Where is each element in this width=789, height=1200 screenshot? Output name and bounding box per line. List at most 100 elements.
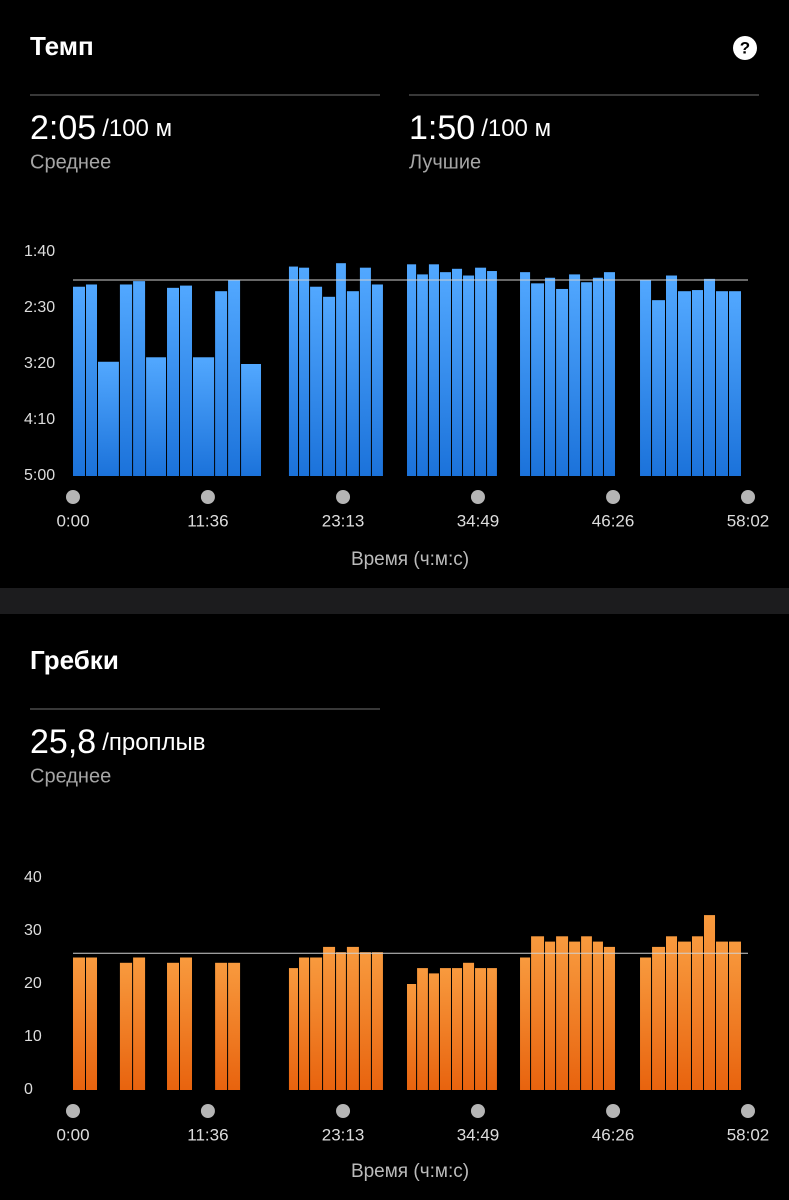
stat-unit: /проплыв: [102, 729, 205, 756]
x-tick-label: 58:02: [727, 1125, 770, 1144]
bar: [487, 968, 497, 1090]
bar: [371, 952, 383, 1090]
bar: [556, 936, 569, 1090]
bar: [323, 296, 336, 476]
y-tick-label: 0: [24, 1081, 33, 1098]
x-axis-title: Время (ч:м:с): [351, 1161, 469, 1182]
x-tick-label: 58:02: [727, 511, 770, 530]
bar: [729, 941, 741, 1090]
x-tick-label: 23:13: [322, 1125, 365, 1144]
bar: [85, 284, 98, 476]
bar: [716, 291, 729, 476]
bar: [703, 278, 716, 476]
bar: [665, 275, 678, 476]
x-tick-dot: [336, 1104, 351, 1118]
bar: [652, 946, 665, 1090]
bar: [428, 973, 439, 1090]
bar: [475, 968, 487, 1090]
bar: [603, 946, 615, 1090]
bar: [336, 952, 346, 1090]
bar: [428, 264, 439, 476]
x-tick-dot: [741, 490, 755, 504]
bar: [299, 957, 310, 1090]
bar: [640, 957, 652, 1090]
x-tick-dot: [470, 490, 485, 504]
x-tick-label: 11:36: [187, 1125, 228, 1144]
x-tick-label: 46:26: [592, 1125, 635, 1144]
stat-label: Среднее: [30, 151, 111, 173]
bar: [407, 984, 417, 1090]
bar: [691, 290, 703, 476]
bar: [592, 277, 603, 476]
bar: [665, 936, 678, 1090]
x-axis-title: Время (ч:м:с): [351, 549, 469, 570]
bar: [192, 357, 215, 476]
help-icon-glyph: ?: [740, 38, 750, 57]
y-tick-label: 5:00: [24, 467, 55, 484]
bar: [359, 267, 371, 476]
bar: [359, 952, 371, 1090]
bar: [288, 266, 299, 476]
x-tick-dot: [741, 1104, 755, 1118]
bar: [652, 300, 665, 476]
bar: [475, 267, 487, 476]
bar: [228, 280, 241, 476]
bar: [133, 957, 146, 1090]
x-tick-label: 34:49: [457, 1125, 500, 1144]
x-tick-dot: [200, 490, 215, 504]
bar: [581, 936, 592, 1090]
stat-value: 1:50/100 м: [409, 109, 551, 147]
bar: [215, 962, 228, 1090]
bar: [603, 272, 615, 476]
bar: [85, 957, 98, 1090]
bar: [729, 291, 741, 476]
bar: [167, 962, 180, 1090]
bar: [581, 282, 592, 476]
bar: [531, 936, 545, 1090]
x-tick-dot: [66, 490, 80, 504]
bar: [346, 946, 359, 1090]
x-tick-dot: [470, 1104, 485, 1118]
bar: [215, 291, 228, 476]
x-tick-dot: [200, 1104, 215, 1118]
bar: [417, 274, 428, 476]
bar: [451, 968, 463, 1090]
bar: [417, 968, 428, 1090]
bar: [569, 274, 581, 476]
bar: [691, 936, 703, 1090]
bar: [520, 957, 531, 1090]
stat-value: 2:05/100 м: [30, 109, 172, 147]
y-tick-label: 4:10: [24, 411, 55, 428]
x-tick-dot: [336, 490, 351, 504]
y-tick-label: 2:30: [24, 299, 55, 316]
bar: [545, 277, 556, 476]
x-tick-dot: [66, 1104, 80, 1118]
stat-label: Лучшие: [409, 151, 481, 173]
stat-number: 25,8: [30, 723, 96, 761]
bar: [640, 280, 652, 476]
bar: [463, 275, 475, 476]
y-tick-label: 20: [24, 975, 42, 992]
x-tick-label: 46:26: [592, 511, 635, 530]
bar: [119, 284, 133, 476]
bar: [180, 957, 192, 1090]
bar: [133, 281, 146, 476]
bar: [678, 941, 691, 1090]
bar: [371, 284, 383, 476]
bar: [228, 962, 241, 1090]
stat-value: 25,8/проплыв: [30, 723, 206, 761]
x-tick-label: 0:00: [56, 511, 89, 530]
bar: [288, 968, 299, 1090]
section-title: Гребки: [30, 645, 119, 675]
bar: [716, 941, 729, 1090]
stat-label: Среднее: [30, 765, 111, 787]
y-tick-label: 40: [24, 869, 42, 886]
bar: [310, 286, 323, 476]
bar: [119, 962, 133, 1090]
x-tick-label: 11:36: [187, 511, 228, 530]
bar: [336, 263, 346, 476]
section-title: Темп: [30, 31, 94, 61]
section-separator: [0, 588, 789, 614]
x-tick-label: 0:00: [56, 1125, 89, 1144]
